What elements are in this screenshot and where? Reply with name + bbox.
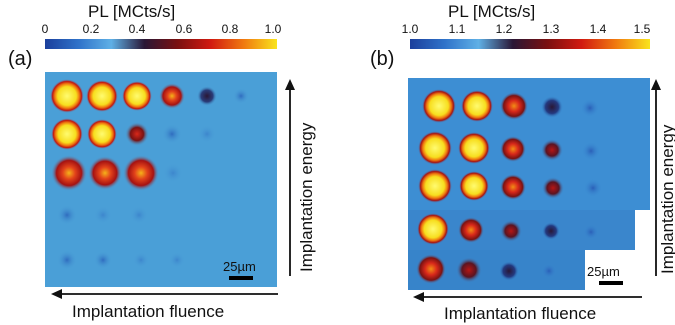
- spot-b-r2-c3: [500, 136, 526, 162]
- spot-b-r2-c5: [582, 142, 600, 160]
- spot-a-r1-c2: [86, 80, 118, 112]
- colorbar-title-a: PL [MCts/s]: [88, 2, 176, 21]
- spot-a-r3-c4: [163, 163, 183, 183]
- spot-a-r2-c5: [198, 125, 216, 143]
- colorbar-tick-a-0: 0: [41, 22, 49, 36]
- spot-b-r1-c2: [461, 90, 493, 122]
- energy-label-b: Implantation energy: [658, 124, 675, 274]
- colorbar-tick-b-5: 1.5: [633, 22, 651, 36]
- fluence-label-a: Implantation fluence: [72, 302, 225, 321]
- colorbar-title-b: PL [MCts/s]: [448, 2, 536, 21]
- spot-a-r3-c2: [88, 156, 122, 190]
- colorbar-tick-a-4: 0.8: [221, 22, 239, 36]
- colorbar-b: [410, 39, 650, 49]
- spot-b-r1-c5: [581, 99, 599, 117]
- colorbar-tick-b-1: 1.1: [448, 22, 466, 36]
- spot-a-r4-c1: [57, 205, 77, 225]
- spot-a-r2-c1: [51, 118, 83, 150]
- spot-b-r4-c2: [458, 217, 484, 243]
- fluence-arrow-b: [413, 292, 642, 302]
- energy-arrow-b: [651, 79, 661, 276]
- spot-a-r4-c3: [130, 206, 148, 224]
- colorbar-ticks-b: 1.0 1.1 1.2 1.3 1.4 1.5: [402, 22, 651, 36]
- spot-b-r5-c3: [499, 261, 519, 281]
- spot-b-r4-c5: [583, 224, 599, 240]
- spot-a-r5-c1: [57, 250, 77, 270]
- spot-a-r1-c1: [50, 79, 84, 113]
- spot-b-r1-c1: [422, 89, 456, 123]
- spot-a-r3-c1: [51, 155, 87, 191]
- spot-b-r5-c2: [456, 257, 482, 283]
- spot-a-r1-c6: [233, 88, 249, 104]
- spot-b-r3-c2: [459, 171, 489, 201]
- spot-b-r4-c3: [500, 220, 522, 242]
- spot-a-r1-c4: [159, 83, 185, 109]
- pl-map-b-image: [405, 78, 650, 290]
- colorbar-tick-a-1: 0.2: [82, 22, 100, 36]
- colorbar-tick-b-3: 1.3: [542, 22, 560, 36]
- spot-a-r2-c4: [162, 124, 182, 144]
- spot-b-r4-c1: [417, 213, 449, 245]
- spot-b-r3-c5: [584, 179, 602, 197]
- energy-arrow-a: [285, 79, 295, 276]
- spot-b-r5-c4: [541, 263, 557, 279]
- scale-bar-a: [229, 276, 253, 280]
- spot-b-r5-c1: [416, 254, 446, 284]
- colorbar-ticks-a: 0 0.2 0.4 0.6 0.8 1.0: [41, 22, 282, 36]
- spot-b-r4-c4: [542, 222, 560, 240]
- colorbar-tick-a-2: 0.4: [128, 22, 146, 36]
- scale-label-b: 25µm: [587, 264, 620, 279]
- spot-a-r3-c3: [123, 155, 159, 191]
- spot-b-r3-c4: [542, 177, 564, 199]
- spot-b-r3-c3: [500, 174, 526, 200]
- spot-b-r3-c1: [418, 169, 452, 203]
- pl-map-a-image: [50, 79, 249, 270]
- panel-label-a: (a): [8, 48, 33, 70]
- colorbar-tick-b-0: 1.0: [401, 22, 419, 36]
- spot-a-r5-c4: [169, 252, 185, 268]
- fluence-arrow-a: [51, 289, 278, 299]
- energy-label-a: Implantation energy: [297, 122, 316, 272]
- pl-map-b: 25µm: [405, 78, 650, 290]
- spot-a-r5-c2: [94, 251, 112, 269]
- colorbar-a: [45, 39, 277, 49]
- spot-a-r5-c3: [133, 252, 149, 268]
- spot-b-r2-c2: [458, 132, 490, 164]
- colorbar-tick-a-3: 0.6: [175, 22, 193, 36]
- spot-b-r1-c4: [541, 96, 563, 118]
- colorbar-tick-a-5: 1.0: [264, 22, 282, 36]
- colorbar-tick-b-4: 1.4: [589, 22, 607, 36]
- spot-a-r4-c2: [94, 206, 112, 224]
- spot-b-r1-c3: [500, 92, 528, 120]
- panel-label-b: (b): [370, 48, 395, 70]
- spot-b-r2-c1: [418, 131, 452, 165]
- scale-label-a: 25µm: [223, 259, 256, 274]
- spot-a-r1-c5: [197, 86, 217, 106]
- spot-a-r1-c3: [122, 81, 152, 111]
- spot-a-r2-c3: [125, 122, 149, 146]
- spot-b-r2-c4: [541, 139, 563, 161]
- pl-map-a: 25µm: [45, 72, 277, 287]
- colorbar-tick-b-2: 1.2: [495, 22, 513, 36]
- spot-a-r2-c2: [87, 119, 117, 149]
- fluence-label-b: Implantation fluence: [444, 304, 597, 323]
- scale-bar-b: [599, 281, 623, 285]
